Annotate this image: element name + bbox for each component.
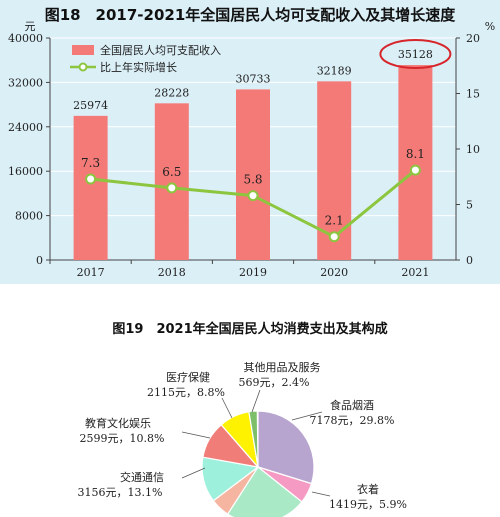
x-tick-label: 2020: [320, 266, 348, 279]
growth-value-label: 8.1: [406, 147, 425, 161]
growth-point-2018: [166, 182, 178, 194]
y-tick-label: 16000: [8, 165, 43, 178]
pie-label-4: 交通通信: [120, 470, 164, 484]
figure-19-title: 图19 2021年全国居民人均消费支出及其构成: [112, 322, 388, 337]
pie-label-6: 医疗保健: [166, 370, 210, 384]
growth-point-2020: [328, 231, 340, 243]
y2-tick-label: 15: [466, 88, 480, 101]
pie-leader-line: [291, 411, 323, 421]
y-axis-unit: 元: [25, 20, 36, 33]
pie-leader-line: [181, 467, 206, 479]
growth-point-2017: [85, 173, 97, 185]
x-tick-label: 2018: [158, 266, 186, 279]
figure-18-title: 图18 2017-2021年全国居民人均可支配收入及其增长速度: [44, 6, 456, 24]
x-tick-label: 2019: [239, 266, 267, 279]
bar-value-label: 30733: [236, 72, 271, 85]
pie-slice-0: [257, 410, 315, 485]
growth-value-label: 7.3: [81, 156, 100, 170]
bar-value-label: 35128: [398, 48, 433, 61]
pie-label-5: 教育文化娱乐: [85, 416, 151, 430]
y2-tick-label: 10: [466, 143, 480, 156]
growth-point-2019: [247, 190, 259, 202]
bar-2018: [154, 103, 189, 261]
pie-label-7: 其他用品及服务: [244, 361, 321, 374]
legend-label-line: 比上年实际增长: [100, 60, 177, 74]
y-tick-label: 8000: [15, 210, 43, 223]
y-tick-label: 32000: [8, 76, 43, 89]
growth-value-label: 2.1: [325, 214, 344, 228]
x-tick-label: 2021: [401, 266, 429, 279]
bar-2017: [73, 115, 108, 260]
bar-value-label: 28228: [154, 86, 189, 99]
pie-label-1: 衣着: [357, 482, 379, 496]
pie-leader-line: [311, 491, 331, 497]
growth-point-2021: [409, 164, 421, 176]
bar-value-label: 25974: [73, 99, 108, 112]
pie-detail-5: 2599元，10.8%: [80, 432, 165, 445]
pie-leader-line: [221, 397, 233, 419]
y-tick-label: 40000: [8, 32, 43, 45]
y-tick-label: 0: [36, 254, 43, 267]
legend-label-bars: 全国居民人均可支配收入: [100, 43, 221, 57]
y-tick-label: 24000: [8, 121, 43, 134]
pie-detail-7: 569元，2.4%: [239, 376, 310, 389]
y2-axis-unit: %: [485, 20, 495, 33]
y2-tick-label: 20: [466, 32, 480, 45]
legend-swatch-marker: [78, 62, 88, 72]
pie-slice-7: [248, 410, 259, 468]
bar-value-label: 32189: [317, 64, 352, 77]
pie-slice-2: [226, 466, 303, 517]
growth-value-label: 6.5: [162, 165, 181, 179]
bar-2021: [398, 65, 433, 260]
pie-detail-6: 2115元，8.8%: [147, 386, 225, 399]
pie-detail-1: 1419元，5.9%: [329, 498, 407, 511]
legend-swatch-bars: [72, 45, 94, 55]
bar-2019: [236, 89, 270, 260]
x-tick-label: 2017: [77, 266, 105, 279]
pie-leader-line: [251, 389, 261, 413]
pie-label-0: 食品烟酒: [330, 398, 374, 412]
pie-detail-4: 3156元，13.1%: [78, 486, 163, 499]
pie-leader-line: [181, 431, 211, 439]
highlight-ellipse: [379, 39, 452, 70]
growth-value-label: 5.8: [243, 173, 262, 187]
y2-tick-label: 5: [466, 199, 473, 212]
pie-detail-0: 7178元，29.8%: [310, 414, 395, 427]
y2-tick-label: 0: [466, 254, 473, 267]
